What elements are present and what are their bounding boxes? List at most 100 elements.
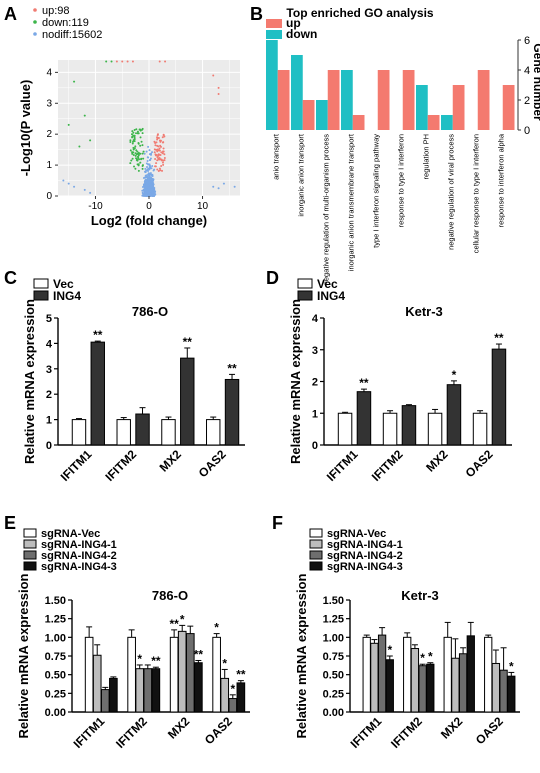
point-down (141, 164, 144, 167)
legend-label: up:98 (42, 5, 70, 17)
significance-mark: * (214, 621, 219, 635)
point-up (159, 153, 162, 156)
point-nodiff (147, 179, 150, 182)
point-nodiff (149, 177, 152, 180)
bar (224, 378, 240, 446)
point-up (154, 165, 157, 168)
bar (143, 668, 153, 713)
point-down (131, 130, 134, 133)
legend-swatch (23, 539, 37, 549)
y-tick-label: 1 (46, 415, 52, 427)
point-nodiff (152, 183, 155, 186)
bar (484, 636, 493, 713)
bar (377, 634, 387, 713)
bar-down (266, 40, 278, 130)
point-down (73, 80, 76, 83)
legend-dot (33, 8, 37, 12)
point-up (161, 161, 164, 164)
point-nodiff (150, 152, 153, 155)
legend-label: sgRNA-Vec (41, 528, 100, 540)
go-bars (266, 40, 515, 130)
bar (403, 636, 412, 713)
bar (185, 633, 195, 713)
y-tick-label: 2 (46, 389, 52, 401)
point-up (153, 151, 156, 154)
x-tick-label: OAS2 (196, 447, 229, 480)
point-up (158, 60, 161, 63)
significance-mark: ** (227, 361, 237, 375)
point-down (142, 150, 145, 153)
point-nodiff (144, 191, 147, 194)
legend-label: down (286, 27, 317, 41)
bar (410, 648, 420, 713)
point-up (155, 162, 158, 165)
go-category-labels: anio transport inorganic anion transport n… (272, 133, 506, 285)
point-down (137, 153, 140, 156)
point-nodiff (149, 157, 152, 160)
bar (451, 657, 460, 713)
point-nodiff (149, 158, 152, 161)
point-down (136, 155, 139, 158)
legend-swatch (23, 528, 37, 538)
point-nodiff (148, 167, 151, 170)
point-down (132, 151, 135, 154)
point-down (133, 165, 136, 168)
qpcr-chart-f: Ketr-3 sgRNA-VecsgRNA-ING4-1sgRNA-ING4-2s… (294, 528, 520, 751)
y-tick-label: 4 (46, 67, 52, 78)
point-down (135, 149, 138, 152)
y-tick-label: 1.00 (323, 632, 344, 644)
point-nodiff (152, 169, 155, 172)
point-nodiff (73, 185, 76, 188)
bar (206, 419, 221, 446)
significance-mark: ** (194, 647, 204, 661)
legend-swatch (266, 19, 282, 28)
bar (169, 636, 179, 713)
legend-label: Vec (53, 277, 74, 291)
y-tick-label: 0 (312, 440, 318, 452)
y-axis-label: Relative mRNA expression (288, 299, 303, 464)
legend-label: sgRNA-Vec (327, 528, 386, 540)
point-nodiff (62, 179, 65, 182)
legend-swatch (309, 528, 323, 538)
y-tick-label: 0.75 (45, 651, 66, 663)
point-nodiff (147, 174, 150, 177)
y-tick-label: 4 (312, 313, 319, 325)
point-nodiff (148, 149, 151, 152)
go-category-label: type I interferon signaling pathway (372, 134, 381, 248)
point-down (131, 152, 134, 155)
y-tick-label: 1.50 (323, 595, 344, 607)
point-up (156, 150, 159, 153)
y-tick-label: 2 (524, 95, 530, 107)
y-tick-label: 1.25 (323, 614, 344, 626)
y-tick-label: 3 (46, 98, 52, 109)
bar-up (477, 70, 490, 130)
bar (212, 636, 221, 713)
significance-mark: ** (494, 331, 504, 345)
volcano-axes: -10 0 10 0 1 2 3 4 (46, 67, 208, 212)
point-down (132, 131, 135, 134)
y-tick-label: 0 (46, 440, 52, 452)
x-tick-label: MX2 (165, 714, 193, 742)
point-up (161, 169, 164, 172)
point-up (155, 148, 158, 151)
bar (135, 668, 145, 713)
x-tick-label: MX2 (423, 447, 451, 475)
point-down (141, 132, 144, 135)
chart-title: Ketr-3 (405, 304, 443, 319)
point-nodiff (149, 173, 152, 176)
y-tick-label: 3 (46, 364, 52, 376)
go-category-label: negative regulation of multi-organism pr… (322, 134, 331, 286)
point-down (134, 145, 137, 148)
panel-letter-b: B (250, 4, 263, 24)
y-tick-label: 0.00 (323, 707, 344, 719)
point-nodiff (144, 181, 147, 184)
point-up (163, 153, 166, 156)
bar (71, 419, 87, 446)
y-tick-label: 6 (524, 35, 530, 47)
point-up (156, 159, 159, 162)
point-down (139, 136, 142, 139)
point-up (163, 159, 166, 162)
